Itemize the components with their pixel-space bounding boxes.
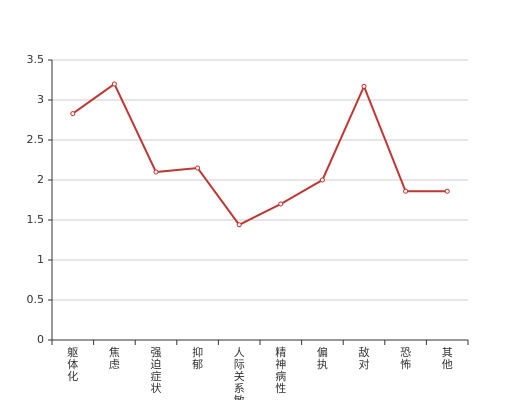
point <box>403 188 409 194</box>
y-tick-label: 0 <box>37 333 44 346</box>
point <box>319 177 325 183</box>
point <box>444 188 450 194</box>
y-tick-label: 1.5 <box>27 213 45 226</box>
x-tick-label: 敌对 <box>358 346 370 371</box>
x-tick-label: 焦虑 <box>108 346 120 371</box>
x-tick-label: 偏执 <box>316 346 328 371</box>
point <box>111 81 117 87</box>
x-tick-label: 精神病性 <box>275 346 287 395</box>
x-tick-label: 恐怖 <box>400 346 412 371</box>
y-tick-label: 0.5 <box>27 293 45 306</box>
point <box>195 165 201 171</box>
x-tick-label: 人际关系敏感 <box>233 346 245 400</box>
point <box>153 169 159 175</box>
x-tick-label: 其他 <box>441 346 453 371</box>
y-tick-label: 1 <box>37 253 44 266</box>
x-tick-label: 强迫症状 <box>150 346 162 395</box>
y-tick-label: 3.5 <box>27 53 45 66</box>
y-tick-label: 2 <box>37 173 44 186</box>
x-tick-label: 抑郁 <box>192 346 204 371</box>
point <box>236 222 242 228</box>
line <box>72 82 448 227</box>
y-tick-label: 3 <box>37 93 44 106</box>
point <box>361 83 367 89</box>
y-tick-label: 2.5 <box>27 133 45 146</box>
x-tick-label: 躯体化 <box>67 346 79 383</box>
point <box>278 201 284 207</box>
point <box>70 111 76 117</box>
